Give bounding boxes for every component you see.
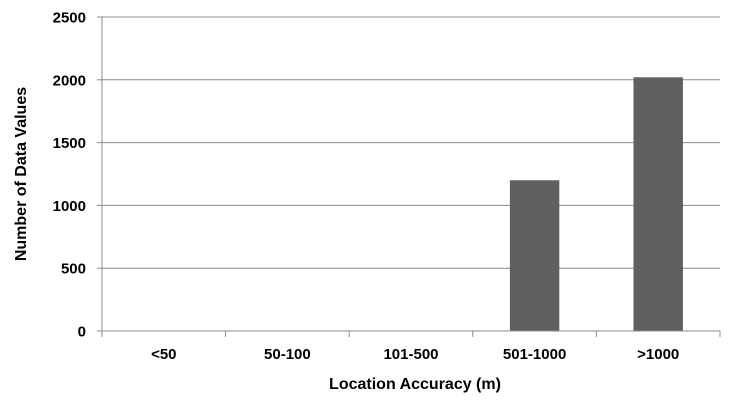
- y-tick-label: 1000: [53, 198, 86, 215]
- y-tick-label: 2500: [53, 10, 86, 27]
- gridlines: [102, 16, 720, 269]
- y-tick-label: 2000: [53, 72, 86, 89]
- bars: [509, 77, 683, 332]
- y-axis-title: Number of Data Values: [13, 87, 30, 261]
- bar->1000: [633, 77, 683, 332]
- x-tick-label: <50: [151, 346, 176, 363]
- x-tick-label: 101-500: [383, 346, 438, 363]
- y-tick-label: 1500: [53, 135, 86, 152]
- x-tick-label: 501-1000: [503, 346, 566, 363]
- y-tick-label: 0: [78, 324, 86, 341]
- y-tick-label: 500: [61, 261, 86, 278]
- tick-labels: 0 500 1000 1500 2000 2500 <50 50-100 101-500 501-…: [53, 10, 680, 364]
- axes: [97, 16, 721, 337]
- x-tick-label: 50-100: [264, 346, 311, 363]
- x-tick-label: >1000: [637, 346, 679, 363]
- bar-501-1000: [509, 180, 560, 331]
- x-axis-title: Location Accuracy (m): [329, 376, 501, 393]
